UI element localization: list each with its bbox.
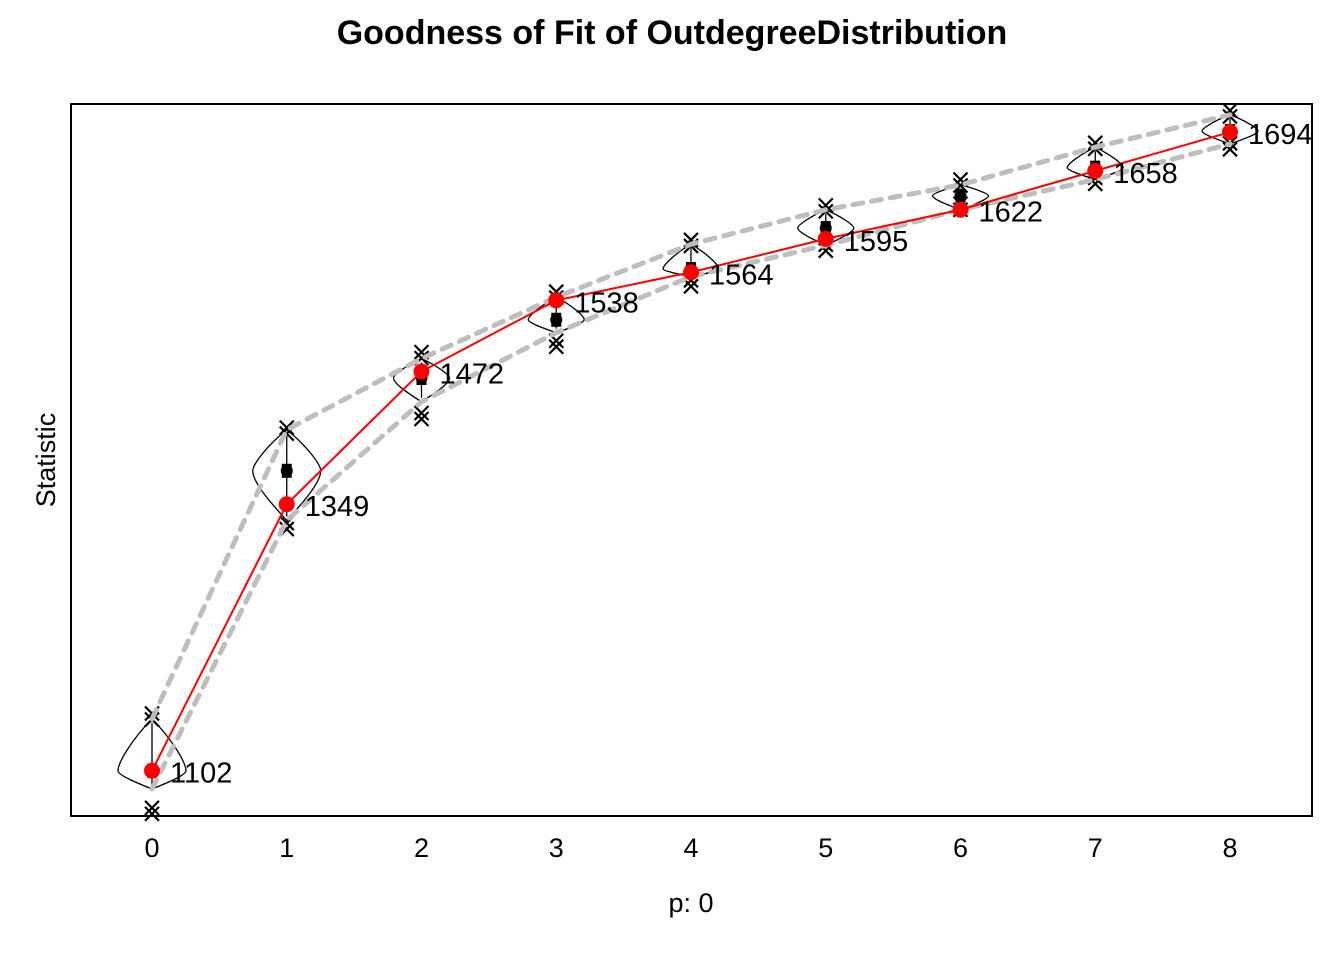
- observed-point: [144, 762, 160, 779]
- observed-line: [151, 131, 1231, 772]
- observed-value-label: 1622: [979, 197, 1044, 229]
- x-axis-label: p: 0: [668, 888, 713, 918]
- observed-point: [278, 496, 295, 513]
- sim-outlier-upper: [278, 419, 295, 436]
- sim-outlier-lower: [413, 411, 430, 427]
- sim-outlier-lower: [548, 338, 565, 355]
- plot-frame: [70, 103, 1313, 817]
- sim-median-dot: [954, 189, 967, 202]
- x-tick-label: 4: [683, 833, 698, 863]
- observed-point: [817, 230, 834, 247]
- sim-outlier-lower: [683, 278, 699, 295]
- x-tick-label: 6: [953, 833, 968, 863]
- observed-value-label: 1694: [1248, 119, 1313, 151]
- observed-value-label: 1538: [574, 287, 639, 319]
- envelope-upper-line: [149, 112, 1233, 722]
- observed-point: [548, 292, 565, 309]
- sim-outlier-upper: [952, 177, 969, 194]
- y-axis-label: Statistic: [31, 413, 61, 508]
- observed-point: [952, 201, 969, 218]
- observed-value-label: 1564: [709, 259, 774, 291]
- x-tick-label: 1: [279, 833, 294, 863]
- sim-outlier-lower: [413, 405, 430, 421]
- observed-point: [1222, 124, 1238, 141]
- plot-marks: 1102 1349 1472 1538 1564 1595 1622 1658 1694: [117, 102, 1313, 822]
- observed-point: [683, 264, 699, 281]
- sim-median-dot: [280, 464, 293, 477]
- x-axis: 0 1 2 3 4 5 6 7 8: [144, 833, 1237, 863]
- observed-value-label: 1472: [440, 359, 505, 391]
- x-tick-label: 3: [549, 833, 564, 863]
- sim-outlier-lower: [144, 806, 160, 822]
- observed-point: [413, 363, 430, 380]
- observed-value-label: 1349: [305, 491, 370, 523]
- observed-point: [1087, 162, 1104, 179]
- sim-median-dot: [550, 313, 563, 326]
- observed-value-label: 1595: [844, 226, 909, 258]
- x-tick-label: 2: [414, 833, 429, 863]
- violin-outline: [252, 428, 322, 522]
- chart-title: Goodness of Fit of OutdegreeDistribution: [337, 14, 1008, 52]
- x-tick-label: 7: [1088, 833, 1103, 863]
- sim-outlier-lower: [144, 800, 160, 816]
- sim-median-dot: [819, 222, 832, 235]
- x-tick-label: 0: [144, 833, 159, 863]
- x-tick-label: 5: [818, 833, 833, 863]
- x-tick-label: 8: [1222, 833, 1237, 863]
- observed-value-label: 1658: [1113, 158, 1178, 190]
- observed-value-label: 1102: [170, 758, 232, 790]
